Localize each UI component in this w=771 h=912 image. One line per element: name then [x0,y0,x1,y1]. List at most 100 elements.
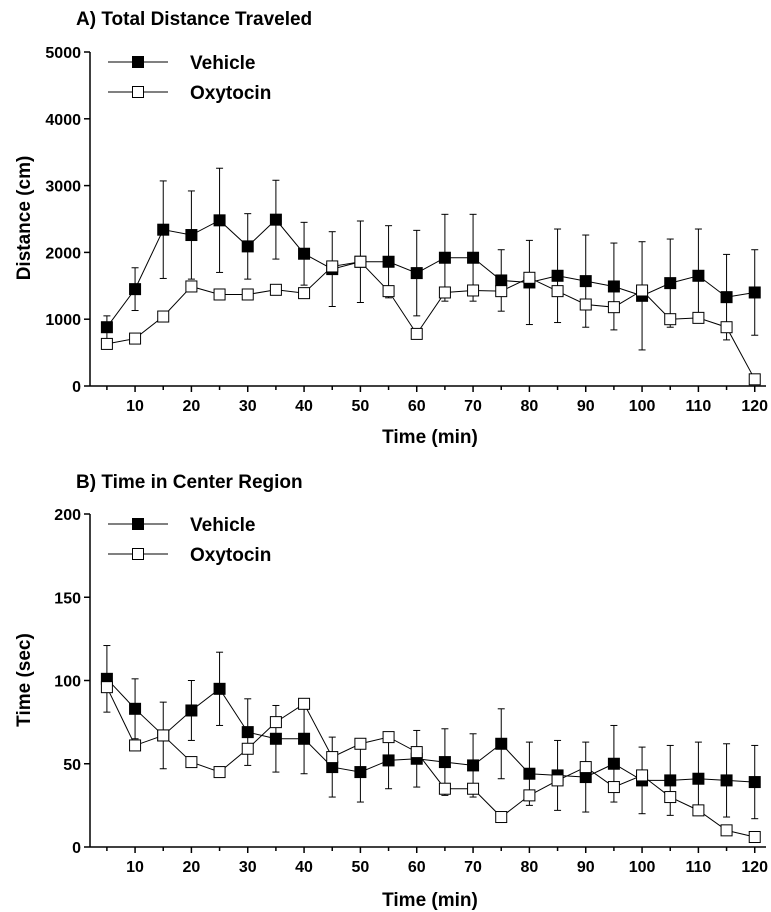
panel-b-point-vehicle [298,732,311,745]
panel-a-point-oxytocin [523,271,536,284]
panel-b-point-oxytocin [523,789,536,802]
panel-a-legend-label-vehicle: Vehicle [190,53,256,74]
panel-b-x-tick-label: 30 [239,859,257,876]
panel-a-legend-marker-oxytocin [132,86,144,98]
panel-b-point-vehicle [748,776,761,789]
panel-b-x-tick-label: 60 [408,859,426,876]
panel-a-point-oxytocin [129,332,142,345]
panel-b-point-vehicle [495,737,508,750]
panel-a-legend-label-oxytocin: Oxytocin [190,83,271,104]
panel-b-point-oxytocin [692,804,705,817]
panel-a-x-tick-label: 100 [629,398,656,415]
panel-b-x-tick-label: 110 [685,859,711,876]
panel-a-point-oxytocin [382,285,395,298]
panel-a-point-vehicle [438,251,451,264]
panel-b-x-tick-label: 90 [577,859,595,876]
panel-a-point-vehicle [100,321,113,334]
panel-a-point-vehicle [579,275,592,288]
panel-a-point-oxytocin [185,280,198,293]
panel-b-x-tick-label: 40 [295,859,313,876]
panel-b-point-oxytocin [551,774,564,787]
panel-b-point-oxytocin [354,737,367,750]
panel-a-x-tick-label: 80 [521,398,539,415]
panel-a-point-oxytocin [720,321,733,334]
panel-a-point-vehicle [664,277,677,290]
panel-b-x-tick-label: 20 [183,859,201,876]
panel-a-point-vehicle [607,280,620,293]
panel-a-point-oxytocin [438,286,451,299]
panel-b-y-tick-label: 50 [63,757,81,774]
panel-b-point-oxytocin [467,782,480,795]
panel-b-point-oxytocin [269,716,282,729]
panel-b-legend-label-vehicle: Vehicle [190,515,256,536]
panel-b-point-oxytocin [438,782,451,795]
panel-a-point-oxytocin [241,288,254,301]
panel-a-x-tick-label: 60 [408,398,426,415]
panel-b-point-vehicle [354,766,367,779]
panel-b-legend-marker-vehicle [132,518,144,530]
panel-b-y-tick-label: 100 [54,674,81,691]
panel-a-series-line-vehicle [106,218,755,328]
panel-a-point-vehicle [213,214,226,227]
panel-b-point-vehicle [213,682,226,695]
panel-a-point-oxytocin [636,284,649,297]
panel-b-point-oxytocin [748,831,761,844]
panel-b-point-vehicle [692,772,705,785]
panel-b-point-vehicle [382,754,395,767]
panel-b-point-oxytocin [636,769,649,782]
panel-b-x-tick-label: 10 [126,859,144,876]
panel-b-point-vehicle [607,757,620,770]
panel-b-point-oxytocin [579,761,592,774]
panel-a-series-line-oxytocin [106,261,756,380]
panel-a-y-tick-label: 0 [72,379,81,396]
panel-a-distance-chart: A) Total Distance Traveled Time (min) Di… [14,9,768,448]
panel-a-y-tick-label: 3000 [45,179,81,196]
panel-b-point-vehicle [185,704,198,717]
panel-a-point-vehicle [410,267,423,280]
panel-a-point-oxytocin [354,255,367,268]
panel-b-point-oxytocin [720,824,733,837]
panel-b-point-oxytocin [100,681,113,694]
panel-a-x-tick-label: 50 [352,398,370,415]
panel-a-x-axis-label: Time (min) [382,427,478,448]
panel-a-y-axis-label: Distance (cm) [14,156,35,281]
panel-a-y-tick-label: 2000 [45,245,81,262]
panel-a-x-tick-label: 40 [295,398,313,415]
panel-a-point-oxytocin [410,327,423,340]
panel-a-point-oxytocin [692,311,705,324]
panel-a-point-vehicle [467,251,480,264]
panel-a-point-oxytocin [100,337,113,350]
panel-a-point-oxytocin [579,298,592,311]
panel-a-x-tick-label: 110 [685,398,711,415]
panel-a-point-oxytocin [664,313,677,326]
panel-b-point-oxytocin [326,751,339,764]
panel-b-series-line-oxytocin [106,686,755,838]
panel-a-point-vehicle [692,269,705,282]
panel-a-point-oxytocin [607,301,620,314]
panel-a-point-vehicle [241,240,254,253]
panel-a-point-oxytocin [269,283,282,296]
panel-a-y-tick-label: 4000 [45,112,81,129]
panel-a-point-vehicle [157,223,170,236]
panel-b-point-oxytocin [298,697,311,710]
panel-a-point-oxytocin [467,284,480,297]
panel-a-point-vehicle [748,286,761,299]
panel-b-x-tick-label: 120 [741,859,768,876]
panel-b-x-tick-label: 70 [464,859,482,876]
panel-b-point-vehicle [467,759,480,772]
panel-b-point-oxytocin [382,731,395,744]
panel-b-x-tick-label: 100 [629,859,656,876]
panel-b-y-tick-label: 200 [54,507,81,524]
panel-b-legend-label-oxytocin: Oxytocin [190,545,271,566]
panel-b-point-oxytocin [241,742,254,755]
panel-a-point-vehicle [269,213,282,226]
panel-a-legend-marker-vehicle [132,56,144,68]
panel-b-point-vehicle [129,702,142,715]
panel-a-x-tick-label: 90 [577,398,595,415]
panel-b-x-axis-label: Time (min) [382,890,478,911]
panel-a-title: A) Total Distance Traveled [76,9,312,30]
panel-b-point-oxytocin [129,739,142,752]
panel-a-point-vehicle [720,291,733,304]
panel-a-x-tick-label: 20 [183,398,201,415]
